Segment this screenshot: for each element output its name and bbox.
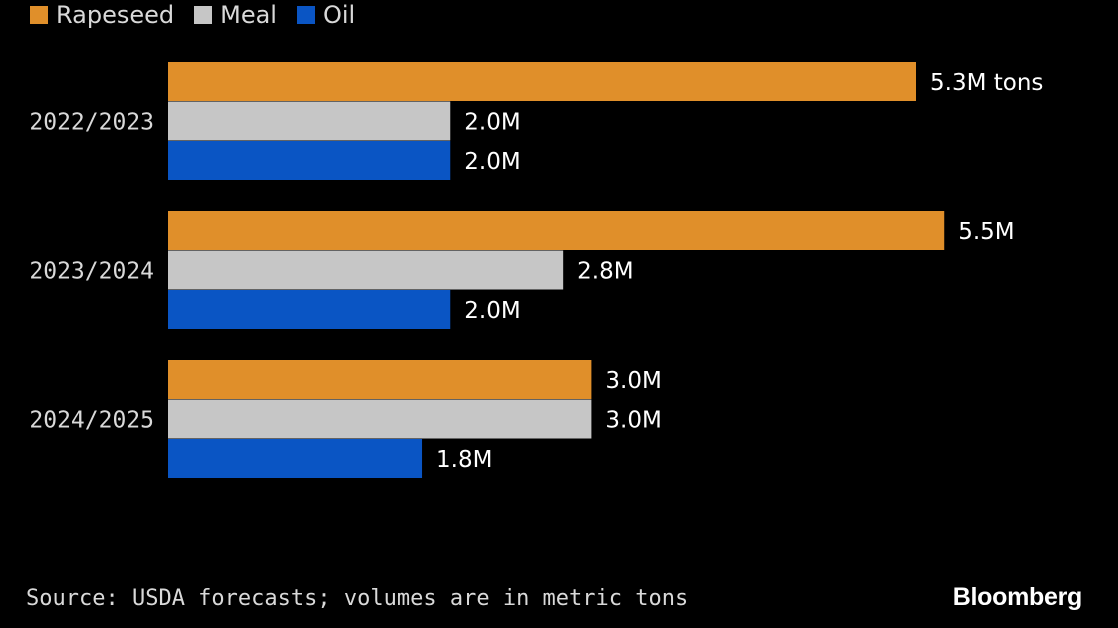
legend-label-meal: Meal bbox=[220, 1, 277, 29]
bar-chart: 2022/2023 5.3M tons 2.0M 2.0M 2023/2024 5.5M 2… bbox=[29, 62, 1043, 478]
bar-rapeseed-2 bbox=[168, 360, 592, 399]
bar-meal-2 bbox=[168, 399, 592, 439]
bar-oil-1 bbox=[168, 290, 451, 329]
legend-item-rapeseed: Rapeseed bbox=[30, 1, 174, 29]
chart-legend: Rapeseed Meal Oil bbox=[30, 1, 355, 29]
bar-rapeseed-0 bbox=[168, 62, 916, 101]
data-label-oil-1: 2.0M bbox=[464, 298, 520, 324]
legend-swatch-meal bbox=[194, 6, 213, 24]
data-label-oil-0: 2.0M bbox=[464, 149, 520, 175]
legend-label-oil: Oil bbox=[322, 1, 356, 29]
data-label-meal-2: 3.0M bbox=[605, 407, 661, 433]
legend-swatch-rapeseed bbox=[30, 6, 48, 24]
data-label-rapeseed-1: 5.5M bbox=[958, 219, 1014, 245]
category-label-2: 2024/2025 bbox=[29, 407, 154, 433]
legend-item-meal: Meal bbox=[194, 1, 277, 29]
category-label-0: 2022/2023 bbox=[29, 109, 154, 135]
legend-label-rapeseed: Rapeseed bbox=[56, 1, 175, 29]
bar-meal-1 bbox=[168, 250, 564, 290]
legend-swatch-oil bbox=[296, 6, 315, 24]
legend-item-oil: Oil bbox=[296, 1, 356, 29]
data-label-meal-0: 2.0M bbox=[464, 109, 520, 135]
bar-oil-0 bbox=[168, 141, 451, 180]
data-label-rapeseed-0: 5.3M tons bbox=[930, 70, 1043, 96]
data-label-rapeseed-2: 3.0M bbox=[605, 368, 661, 394]
bar-oil-2 bbox=[168, 439, 423, 478]
data-label-oil-2: 1.8M bbox=[436, 447, 492, 473]
bar-meal-0 bbox=[168, 101, 451, 141]
data-label-meal-1: 2.8M bbox=[577, 258, 633, 284]
bar-rapeseed-1 bbox=[168, 211, 945, 250]
bloomberg-logo: Bloomberg bbox=[952, 583, 1083, 611]
category-label-1: 2023/2024 bbox=[29, 258, 154, 284]
source-note: Source: USDA forecasts; volumes are in m… bbox=[26, 586, 689, 611]
